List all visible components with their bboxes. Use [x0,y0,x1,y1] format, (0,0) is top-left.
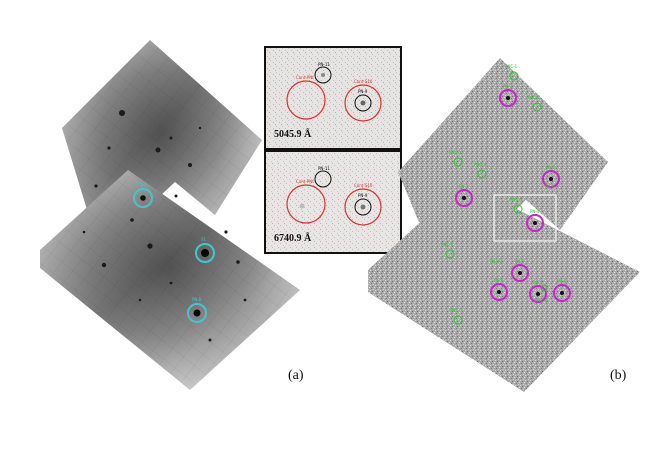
source-tag-s1: S1 [201,237,207,242]
source-marker-s1[interactable]: S1 [195,237,215,263]
candidate-marker-6[interactable]: PNC-6 [441,242,455,259]
inset-5045: PN-11 Cont-PNt PN-9 Cont-S10 5045.9 Å [264,46,402,150]
pn-marker-8[interactable]: PN-8 [553,279,571,302]
pn-label-8: PN-8 [557,279,567,284]
panel-b-mosaic: PN-1 PN-2 PN-3 PN-4 PN-5 PN-6 PN-7 PN-8 … [368,58,640,392]
panel-b-subtracted-image: PN-1 PN-2 PN-3 PN-4 PN-5 PN-6 PN-7 PN-8 … [340,0,664,400]
aperture-black-small [314,66,332,84]
pn-label-5: PN-5 [515,259,525,264]
candidate-label-7: PNC-7 [450,308,463,313]
candidate-label-5: PNC-5 [510,197,523,202]
candidate-label-8: PNC-8 [535,298,548,303]
zoom-box[interactable] [493,194,557,242]
pn-label-4: PN-4 [530,209,540,214]
panel-a-label: (a) [288,368,304,383]
source-marker-pn-a[interactable]: PN-A [133,182,153,208]
pn-marker-4[interactable]: PN-4 [526,209,544,232]
pn-marker-3[interactable]: PN-3 [455,184,473,207]
pn-label-10: PN-10 [490,259,502,264]
candidate-label-2: PNC-2 [528,95,541,100]
panel-a-continuum-image: PN-A S1 PN-B (a) [0,0,320,400]
candidate-label-3: PNC-3 [449,150,462,155]
aperture-black-center [354,94,372,112]
source-tag-pn-b: PN-B [192,297,202,302]
pn-marker-6[interactable]: PN-6 [490,278,508,301]
aperture-label-4: Cont-S10 [354,79,373,84]
candidate-marker-3[interactable]: PNC-3 [449,150,463,167]
panel-a-mosaic: PN-A S1 PN-B [40,40,300,390]
source-tag-pn-a: PN-A [138,182,148,187]
candidate-marker-8[interactable]: PNC-8 [535,284,548,303]
candidate-marker-5[interactable]: PNC-5 [510,197,523,214]
aperture-label-1: PN-11 [318,62,330,67]
pn-marker-7[interactable]: PN-7 [529,280,547,303]
aperture-red-right [344,84,382,122]
aperture-label-3: PN-9 [358,89,368,94]
candidate-marker-1[interactable]: PNC-1 [505,64,519,81]
pn-marker-1[interactable]: PN-1 [499,84,517,107]
aperture-label-8: Cont-S10 [354,183,373,188]
candidate-label-4: PNC-4 [474,162,487,167]
candidate-marker-2[interactable]: PNC-2 [528,95,542,112]
aperture-label-7: PN-9 [358,193,368,198]
inset-wavelength-2: 6740.9 Å [274,233,312,244]
inset-6740: PN-11 Cont-PNt PN-9 Cont-S10 6740.9 Å [264,150,402,254]
candidate-marker-7[interactable]: PNC-7 [450,308,463,325]
aperture-red-left [286,80,326,120]
field-stars [82,110,247,342]
pn-label-9: PN-9 [545,184,555,189]
inset-6740-image: PN-11 Cont-PNt PN-9 Cont-S10 [266,152,400,252]
pn-marker-5[interactable]: PN-5 [511,259,529,282]
panel-b-label: (b) [610,368,627,383]
inset-wavelength-1: 5045.9 Å [274,129,312,140]
aperture-label-5: PN-11 [318,166,330,171]
inset-5045-image: PN-11 Cont-PNt PN-9 Cont-S10 [266,48,400,148]
aperture-label-6: Cont-PNt [296,179,314,184]
candidate-label-1: PNC-1 [505,64,518,69]
pn-label-3: PN-3 [459,184,469,189]
aperture-label-2: Cont-PNt [296,75,314,80]
source-marker-pn-b[interactable]: PN-B [187,297,207,323]
pn-label-7: PN-7 [533,280,543,285]
pn-label-2: PN-2 [546,165,556,170]
candidate-marker-4[interactable]: PNC-4 [474,162,487,179]
pn-marker-2[interactable]: PN-2 [542,165,560,188]
mosaic-tile-lower [40,170,300,390]
candidate-label-6: PNC-6 [441,242,454,247]
pn-label-6: PN-6 [494,278,504,283]
pn-label-1: PN-1 [503,84,513,89]
